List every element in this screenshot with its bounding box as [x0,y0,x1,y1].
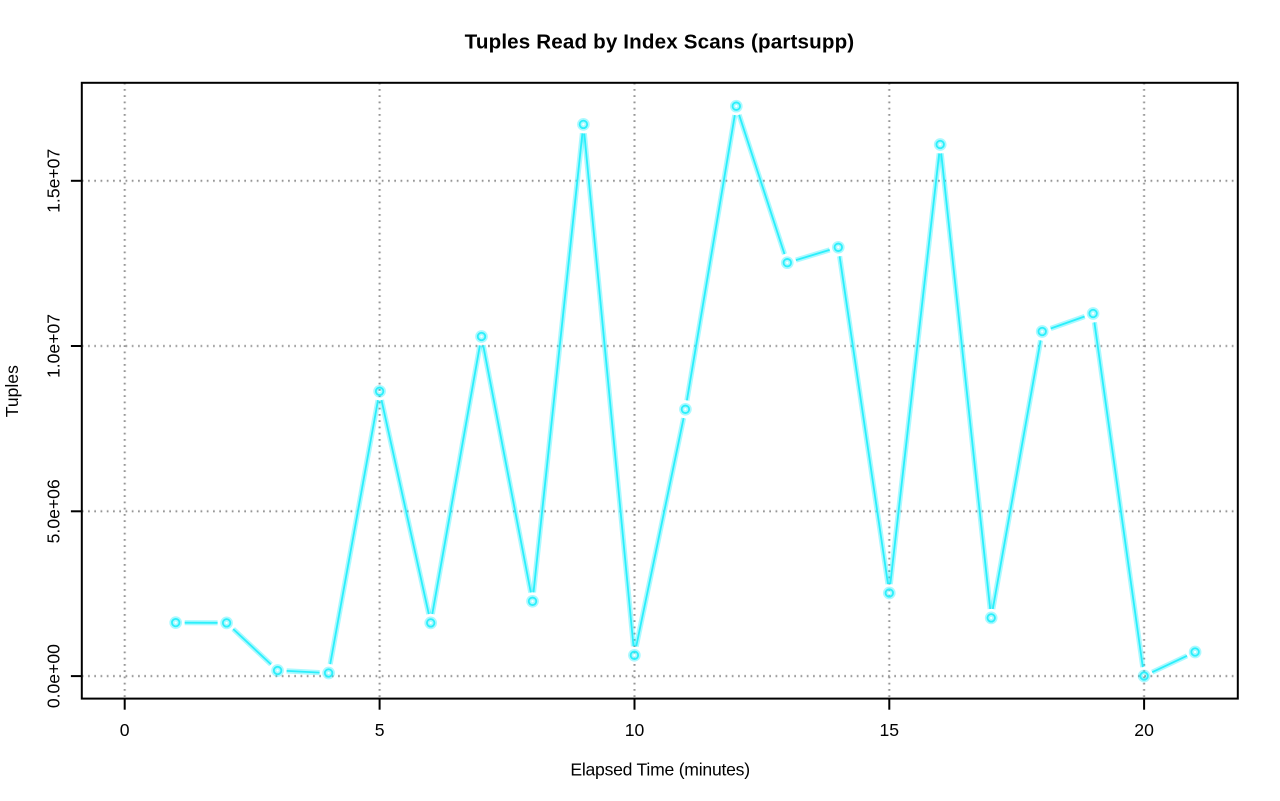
svg-text:Tuples Read by Index Scans (pa: Tuples Read by Index Scans (partsupp) [465,30,855,53]
svg-text:Tuples: Tuples [2,365,22,417]
svg-text:5.0e+06: 5.0e+06 [43,479,63,543]
svg-text:1.0e+07: 1.0e+07 [43,314,63,378]
svg-text:5: 5 [375,720,385,740]
svg-text:1.5e+07: 1.5e+07 [43,149,63,213]
svg-text:0: 0 [120,720,130,740]
svg-text:15: 15 [880,720,900,740]
svg-text:20: 20 [1134,720,1154,740]
svg-text:10: 10 [625,720,645,740]
svg-text:0.0e+00: 0.0e+00 [43,644,63,708]
svg-text:Elapsed Time (minutes): Elapsed Time (minutes) [570,760,750,780]
